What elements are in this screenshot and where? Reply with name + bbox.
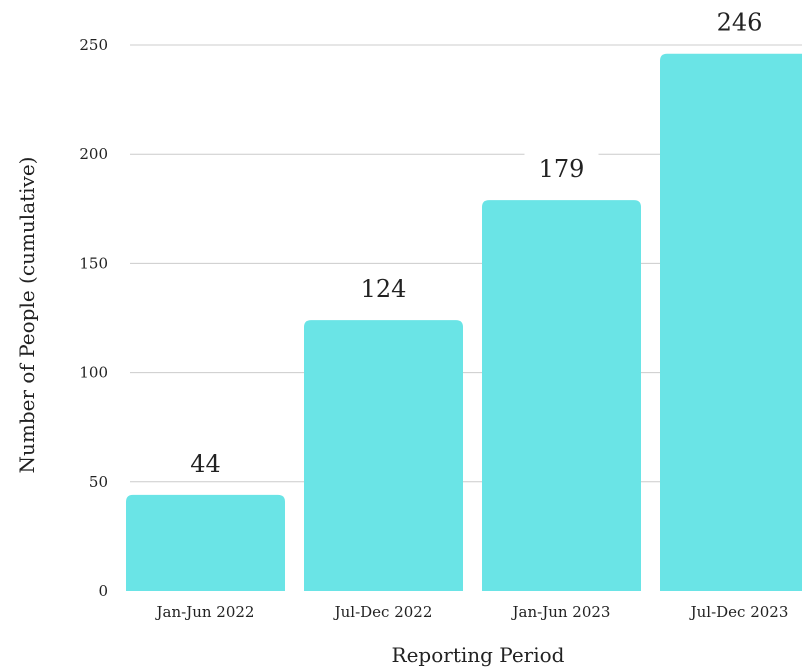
- y-tick-label: 0: [98, 582, 108, 600]
- y-tick-labels: 0 50 100 150 200 250: [79, 36, 108, 600]
- data-label: 179: [539, 155, 585, 183]
- y-tick-label: 50: [89, 473, 108, 491]
- data-label-background: [176, 446, 235, 481]
- bar: [660, 53, 802, 591]
- bars: [126, 53, 802, 591]
- x-tick-label: Jan-Jun 2022: [155, 603, 255, 621]
- data-label-background: [702, 5, 777, 40]
- data-label: 124: [361, 275, 407, 303]
- data-labels: 44 124 179 246: [176, 5, 777, 481]
- bar: [482, 200, 641, 591]
- y-tick-label: 200: [79, 145, 108, 163]
- x-tick-label: Jan-Jun 2023: [511, 603, 611, 621]
- x-tick-label: Jul-Dec 2022: [333, 603, 433, 621]
- y-tick-label: 250: [79, 36, 108, 54]
- y-axis-title: Number of People (cumulative): [15, 157, 39, 474]
- bar: [304, 320, 463, 591]
- data-label: 246: [717, 9, 763, 37]
- bar: [126, 494, 285, 591]
- x-tick-label: Jul-Dec 2023: [689, 603, 789, 621]
- data-label-background: [524, 152, 599, 187]
- y-tick-label: 150: [79, 254, 108, 272]
- y-tick-label: 100: [79, 364, 108, 382]
- data-label: 44: [190, 450, 221, 478]
- data-label-background: [346, 272, 421, 307]
- x-axis-title: Reporting Period: [392, 643, 565, 667]
- x-tick-labels: Jan-Jun 2022 Jul-Dec 2022 Jan-Jun 2023 Jul-…: [155, 603, 789, 621]
